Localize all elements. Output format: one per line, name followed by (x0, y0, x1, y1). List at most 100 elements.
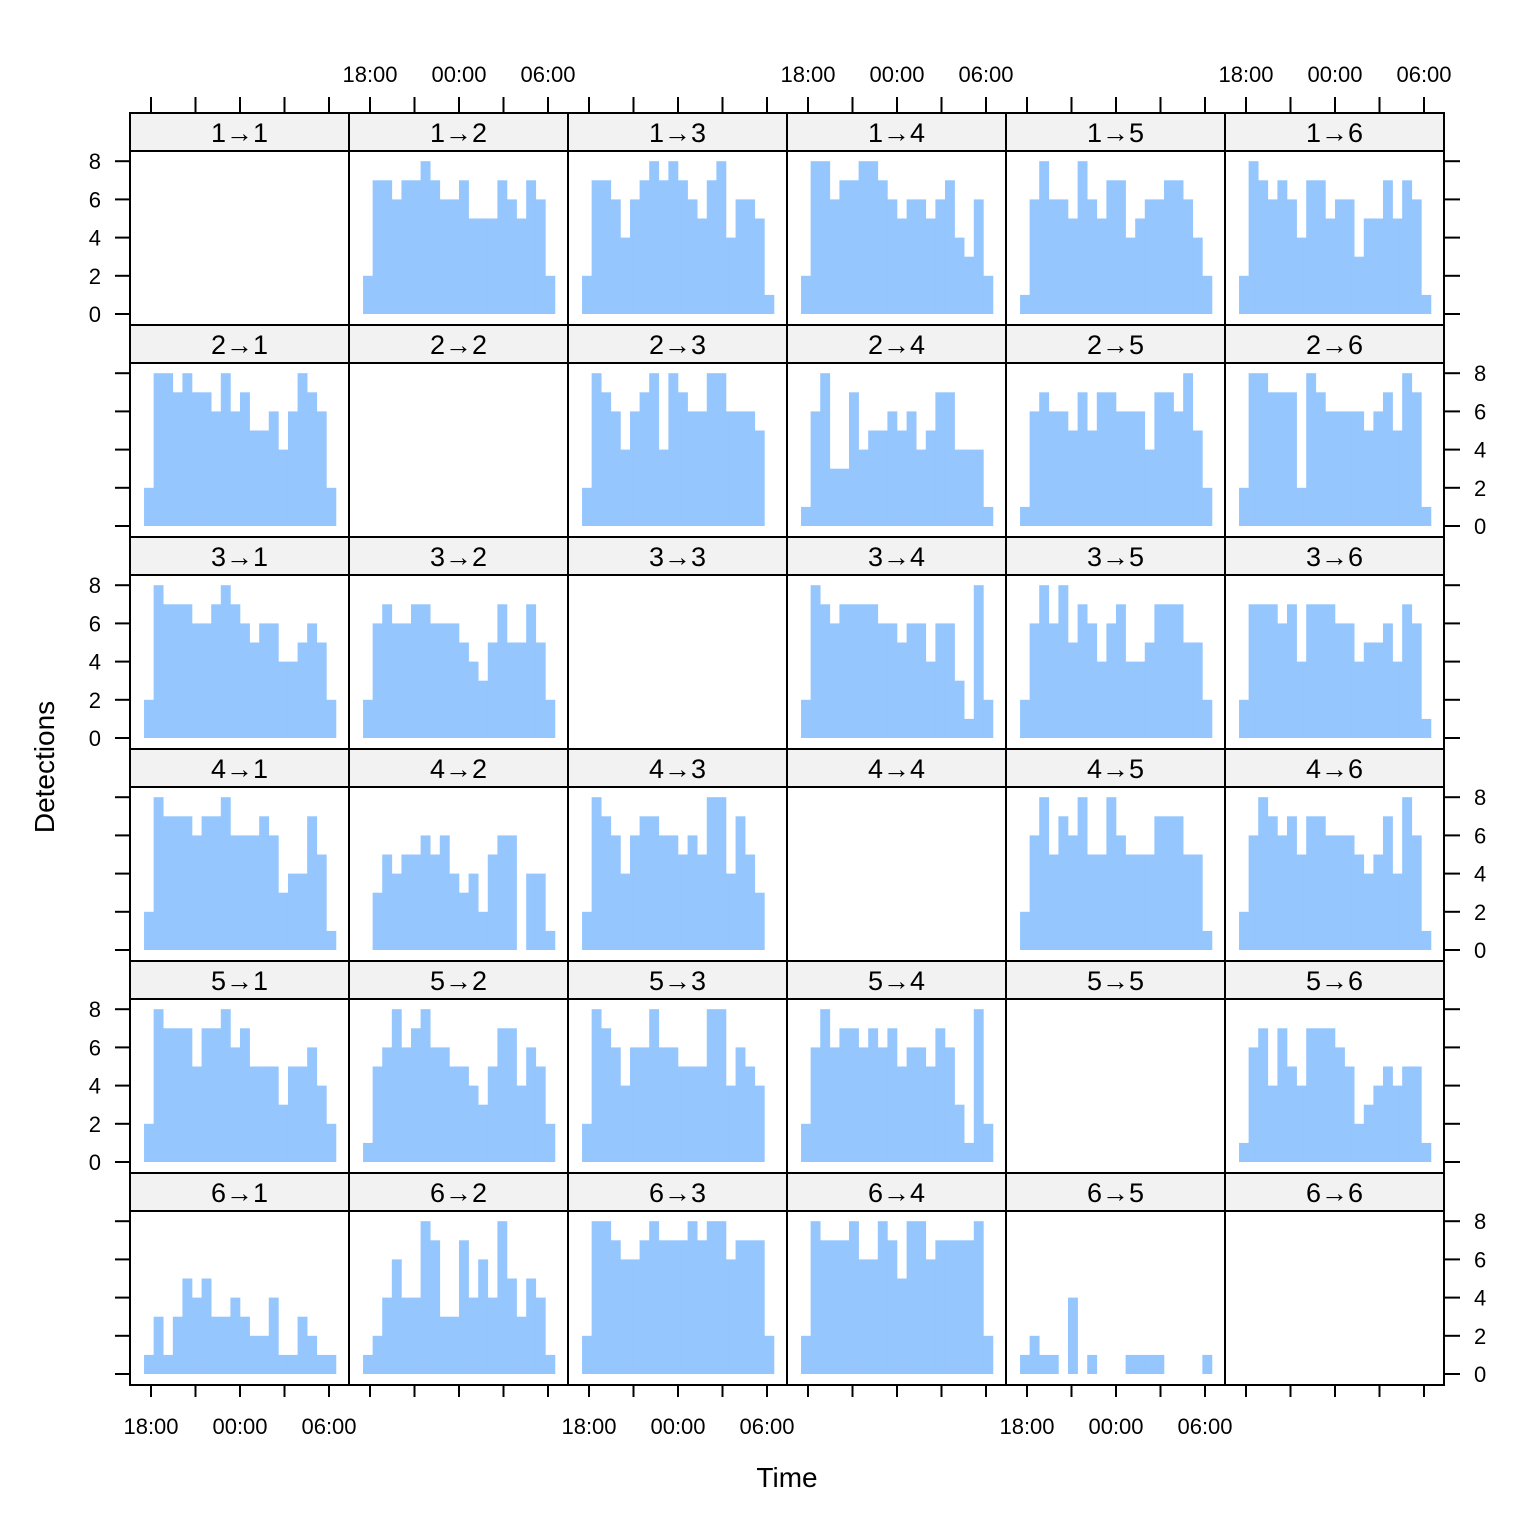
panel-strip-label: 6→5 (1087, 1178, 1144, 1208)
histogram-bar (316, 411, 327, 526)
panel: 4→5 (1005, 748, 1226, 962)
histogram-bar (668, 1047, 679, 1162)
histogram-bar (1202, 1354, 1213, 1374)
y-tick-label-left: 8 (89, 997, 101, 1022)
panel: 5→6 (1224, 960, 1445, 1174)
histogram-bar (545, 275, 556, 314)
histogram-bar (1382, 180, 1393, 314)
histogram-bar (1058, 411, 1069, 526)
histogram-bar (220, 1316, 231, 1374)
histogram-bar (220, 585, 231, 738)
y-tick-label-left: 6 (89, 611, 101, 636)
panel: 1→2 (348, 112, 569, 326)
histogram-bar (839, 1028, 850, 1162)
histogram-bar (1020, 699, 1030, 738)
x-tick-label-bottom: 18:00 (561, 1414, 616, 1439)
histogram-bar (1411, 199, 1422, 314)
histogram-bar (468, 873, 479, 950)
panel-strip-label: 4→2 (430, 754, 487, 784)
histogram-bar (487, 218, 498, 314)
histogram-bar (1135, 218, 1146, 314)
histogram-bar (297, 642, 308, 738)
histogram-bar (391, 199, 402, 314)
histogram-bar (1354, 411, 1365, 526)
histogram-bar (249, 430, 260, 526)
panel-strip-label: 5→2 (430, 966, 487, 996)
y-tick-label-left: 2 (89, 688, 101, 713)
histogram-bar (449, 873, 460, 950)
histogram-bar (391, 873, 402, 950)
histogram-bar (411, 1028, 421, 1162)
histogram-bar (1144, 449, 1155, 526)
histogram-bar (849, 1221, 859, 1374)
histogram-bar (182, 1028, 193, 1162)
histogram-bar (535, 199, 546, 314)
histogram-bar (297, 873, 308, 950)
histogram-bar (439, 1047, 450, 1162)
histogram-bar (1344, 199, 1355, 314)
histogram-bar (1096, 661, 1107, 738)
histogram-bar (639, 180, 650, 314)
histogram-bar (420, 1221, 431, 1374)
panel-plot-area (787, 787, 1006, 961)
panel-strip-label: 4→5 (1087, 754, 1144, 784)
histogram-bar (516, 1085, 527, 1162)
histogram-bar (363, 1142, 373, 1162)
histogram-bar (201, 816, 212, 950)
histogram-bar (497, 1028, 508, 1162)
panel-strip (129, 748, 350, 788)
histogram-bar (716, 161, 727, 314)
histogram-bar (1248, 1047, 1259, 1162)
panel: 3→3 (567, 536, 788, 750)
y-tick-label-left: 4 (89, 226, 101, 251)
histogram-bar (630, 411, 640, 526)
histogram-bar (153, 797, 164, 950)
histogram-bar (144, 911, 154, 950)
histogram-bar (687, 199, 698, 314)
histogram-bar (382, 1047, 393, 1162)
panel-strip (567, 1172, 788, 1212)
histogram-bar (1402, 1066, 1413, 1162)
histogram-bar (1363, 1104, 1374, 1162)
histogram-bar (877, 430, 888, 526)
x-tick-label-bottom: 18:00 (123, 1414, 178, 1439)
histogram-bar (1058, 816, 1069, 950)
histogram-bar (478, 680, 489, 738)
histogram-bar (1296, 237, 1307, 314)
panel-strip-label: 1→3 (649, 118, 706, 148)
histogram-bar (801, 1335, 811, 1374)
histogram-bar (487, 642, 498, 738)
histogram-bar (316, 854, 327, 950)
histogram-bar (697, 854, 708, 950)
histogram-bar (620, 1085, 631, 1162)
histogram-bar (1029, 199, 1040, 314)
histogram-bar (1402, 180, 1413, 314)
histogram-bar (449, 623, 460, 738)
panel: 1→4 (786, 112, 1007, 326)
panel-strip-label: 3→4 (868, 542, 925, 572)
panel-strip-label: 2→1 (211, 330, 268, 360)
histogram-bar (401, 180, 412, 314)
histogram-bar (820, 1009, 831, 1162)
histogram-bar (1373, 411, 1384, 526)
histogram-bar (278, 1104, 289, 1162)
panel: 3→2 (348, 536, 569, 750)
histogram-bar (249, 835, 260, 950)
histogram-bar (944, 392, 955, 526)
histogram-bar (1421, 506, 1432, 526)
histogram-bar (1096, 392, 1107, 526)
histogram-bar (725, 237, 736, 314)
histogram-bar (182, 1278, 193, 1374)
histogram-bar (1068, 642, 1078, 738)
histogram-bar (1020, 506, 1030, 526)
histogram-bar (153, 585, 164, 738)
histogram-bar (630, 835, 640, 950)
histogram-bar (1048, 854, 1059, 950)
y-tick-label-left: 0 (89, 302, 101, 327)
y-tick-label-right: 4 (1474, 862, 1486, 887)
histogram-bar (1325, 218, 1336, 314)
histogram-bar (1382, 623, 1393, 738)
y-tick-label-left: 8 (89, 149, 101, 174)
histogram-bar (630, 1259, 640, 1374)
histogram-bar (220, 1009, 231, 1162)
